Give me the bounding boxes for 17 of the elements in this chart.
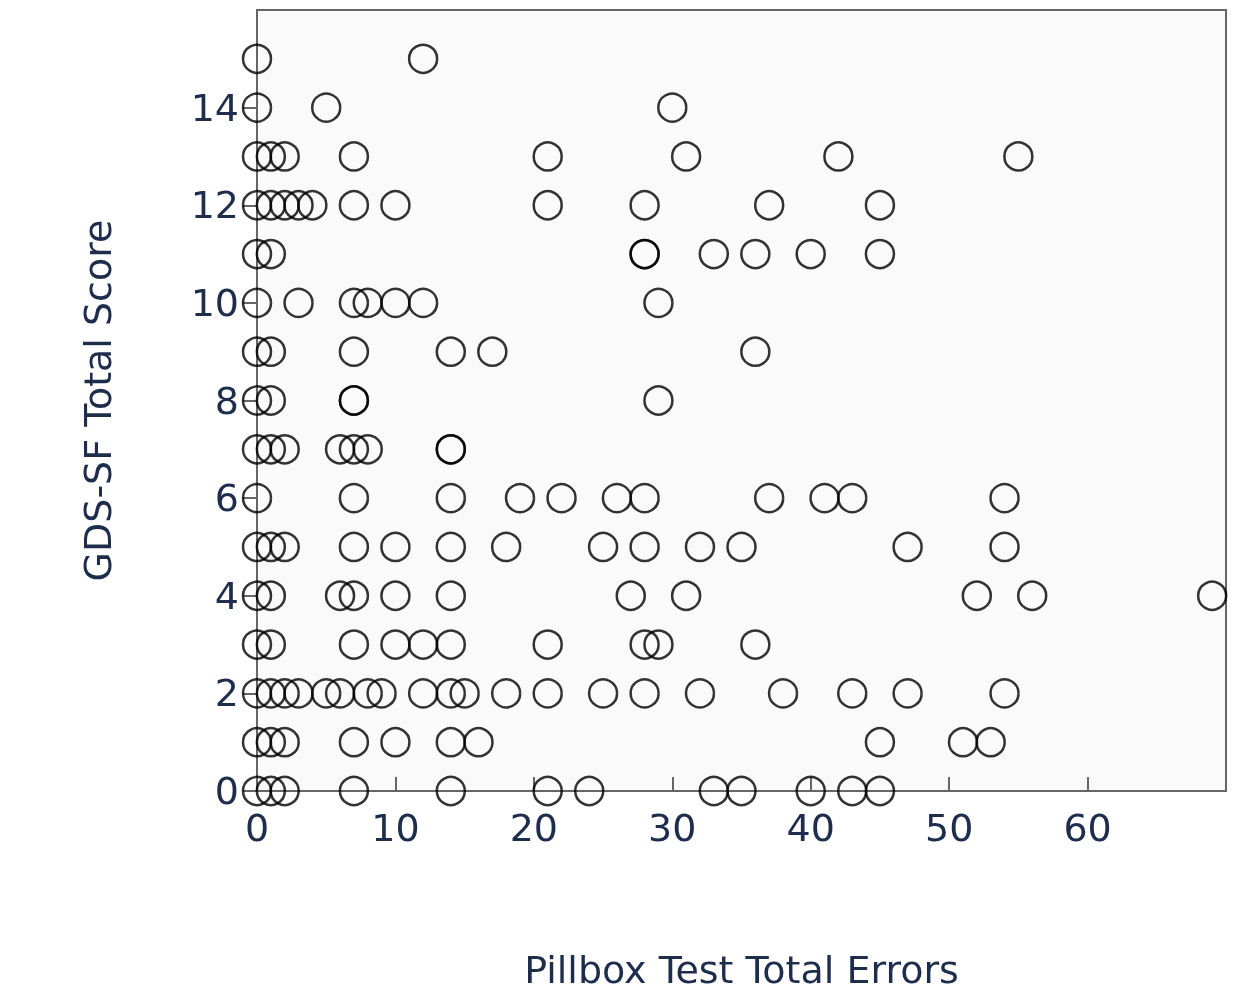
x-axis-title: Pillbox Test Total Errors [524, 948, 959, 992]
y-tick-label: 10 [190, 280, 239, 325]
x-tick-label: 10 [371, 806, 420, 850]
x-tick-label: 40 [786, 806, 835, 850]
y-tick-label: 4 [214, 573, 239, 618]
x-tick-label: 20 [509, 806, 559, 850]
y-tick-label: 2 [214, 671, 239, 716]
y-tick-label: 0 [214, 769, 239, 813]
y-tick-label: 8 [214, 378, 239, 423]
y-tick-label: 12 [190, 183, 239, 228]
x-tick-label: 30 [648, 806, 697, 850]
y-axis-title: GDS-SF Total Score [76, 219, 120, 582]
x-tick-label: 50 [924, 806, 974, 850]
x-tick-label: 60 [1063, 806, 1112, 850]
y-tick-label: 6 [214, 476, 239, 521]
x-tick-label: 0 [244, 806, 270, 850]
y-tick-label: 14 [190, 85, 239, 130]
